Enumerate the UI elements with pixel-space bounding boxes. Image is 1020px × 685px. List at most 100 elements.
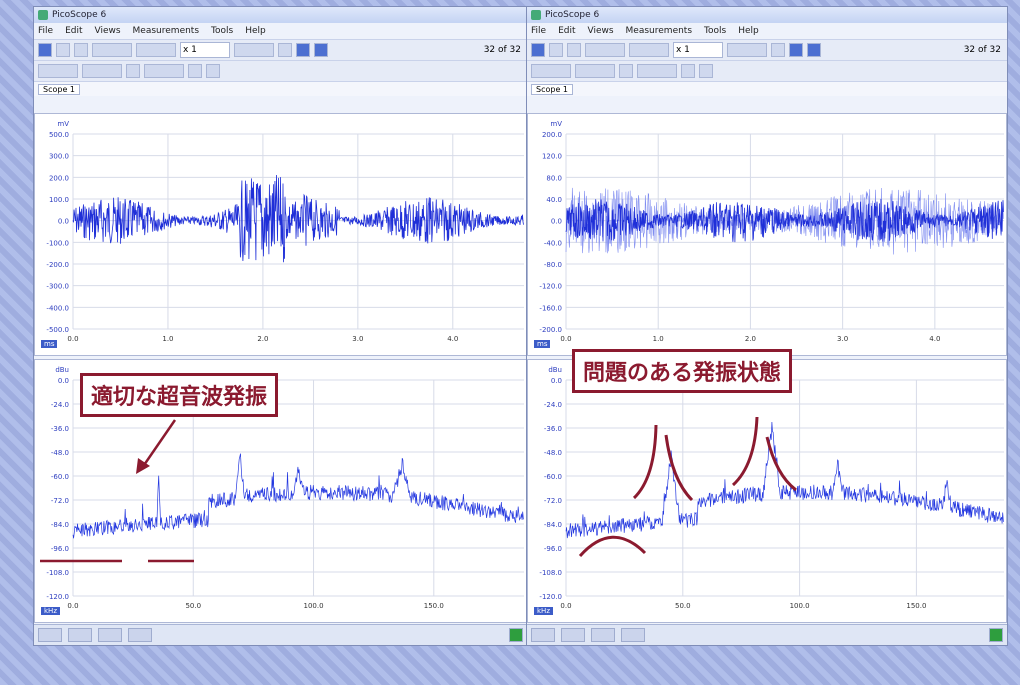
right-scope-y-tick-label: -160.0 <box>539 304 562 312</box>
right-scope-mode-icon[interactable] <box>531 43 545 57</box>
left-menu-views[interactable]: Views <box>94 26 121 36</box>
left-sigma-icon[interactable] <box>188 64 202 78</box>
right-spectrum-plot[interactable]: 0.0 -24.0 -36.0 -48.0 -60.0 -72.0 -84.0 -96.0 -1… <box>528 360 1008 622</box>
right-spectrum-x-tick-label: 0.0 <box>560 602 571 610</box>
right-zoom-select[interactable]: x 1 <box>673 42 723 58</box>
left-scope-x-tick-label: 1.0 <box>162 335 173 343</box>
left-scope-x-tick-label: 4.0 <box>447 335 458 343</box>
left-spectrum-y-tick-label: -84.0 <box>51 521 69 529</box>
right-buffer-nav-icon[interactable] <box>807 43 821 57</box>
left-trigger-select[interactable] <box>38 64 78 78</box>
left-spectrum-y-tick-label: -72.0 <box>51 497 69 505</box>
left-spectrum-y-unit-label: dBu <box>55 366 69 374</box>
right-spectrum-mode-icon[interactable] <box>549 43 563 57</box>
left-toolbar-1: x 1 32 of 32 <box>34 39 527 60</box>
right-spectrum-y-tick-label: -108.0 <box>539 569 562 577</box>
left-scope-y-tick-label: -300.0 <box>46 283 69 291</box>
left-menu-edit[interactable]: Edit <box>65 26 83 36</box>
left-menu-file[interactable]: File <box>38 26 54 36</box>
right-scope-trace-envelope <box>565 187 1004 255</box>
right-channel-select[interactable] <box>585 43 625 57</box>
right-status-rate[interactable] <box>561 628 585 642</box>
right-scope-y-unit-label: mV <box>550 120 562 128</box>
right-menu-views[interactable]: Views <box>587 26 614 36</box>
right-status-ruler[interactable] <box>531 628 555 642</box>
left-timebase-select[interactable] <box>234 43 274 57</box>
right-scope-y-tick-label: 120.0 <box>542 153 562 161</box>
right-scope-plot[interactable]: 200.0 120.0 80.0 40.0 0.0 -40.0 -80.0 -120.0 -16… <box>528 114 1008 355</box>
left-spectrum-panel: 0.0 -24.0 -36.0 -48.0 -60.0 -72.0 -84.0 -96.0 -1… <box>34 359 527 623</box>
right-scope-y-tick-label: -120.0 <box>539 283 562 291</box>
left-zoom-select[interactable]: x 1 <box>180 42 230 58</box>
right-sigma-icon[interactable] <box>681 64 695 78</box>
right-trigger-level[interactable] <box>575 64 615 78</box>
left-ruler-icon[interactable] <box>126 64 140 78</box>
left-measurement-icon[interactable] <box>206 64 220 78</box>
left-menu-tools[interactable]: Tools <box>211 26 234 36</box>
right-status-mode[interactable] <box>621 628 645 642</box>
right-scope-tab[interactable]: Scope 1 <box>531 83 574 95</box>
right-menu-file[interactable]: File <box>531 26 547 36</box>
left-menu-measurements[interactable]: Measurements <box>132 26 200 36</box>
left-status-ruler[interactable] <box>38 628 62 642</box>
right-scope-x-tick-label: 0.0 <box>560 335 571 343</box>
left-status-trigger[interactable] <box>98 628 122 642</box>
right-scope-x-tick-label: 4.0 <box>929 335 940 343</box>
right-scope-y-tick-label: 0.0 <box>551 218 562 226</box>
right-menu-bar: File Edit Views Measurements Tools Help <box>527 23 1007 39</box>
right-stop-icon[interactable] <box>789 43 803 57</box>
right-picoscope-window: PicoScope 6 File Edit Views Measurements… <box>526 6 1008 646</box>
left-status-rate[interactable] <box>68 628 92 642</box>
left-window-title: PicoScope 6 <box>52 10 107 20</box>
left-trigger-level[interactable] <box>82 64 122 78</box>
right-status-trigger[interactable] <box>591 628 615 642</box>
right-go-icon[interactable] <box>989 628 1003 642</box>
left-buffer-nav-icon[interactable] <box>314 43 328 57</box>
left-spectrum-plot[interactable]: 0.0 -24.0 -36.0 -48.0 -60.0 -72.0 -84.0 -96.0 -1… <box>35 360 528 622</box>
right-menu-measurements[interactable]: Measurements <box>625 26 693 36</box>
left-menu-help[interactable]: Help <box>245 26 266 36</box>
right-timebase-select[interactable] <box>727 43 767 57</box>
left-scope-tab[interactable]: Scope 1 <box>38 83 81 95</box>
right-spectrum-y-unit-label: dBu <box>548 366 562 374</box>
right-spectrum-y-tick-label: -120.0 <box>539 593 562 601</box>
right-scope-y-tick-label: -40.0 <box>544 239 562 247</box>
right-menu-help[interactable]: Help <box>738 26 759 36</box>
right-spectrum-y-tick-label: -48.0 <box>544 449 562 457</box>
left-persistence-icon[interactable] <box>74 43 88 57</box>
right-spectrum-x-tick-label: 50.0 <box>675 602 691 610</box>
left-scope-mode-icon[interactable] <box>38 43 52 57</box>
right-spectrum-x-tick-label: 100.0 <box>790 602 810 610</box>
right-spectrum-y-tick-label: -60.0 <box>544 473 562 481</box>
left-range-select[interactable] <box>136 43 176 57</box>
left-scope-y-tick-label: -400.0 <box>46 304 69 312</box>
left-stop-icon[interactable] <box>296 43 310 57</box>
right-ruler-icon[interactable] <box>619 64 633 78</box>
right-range-select[interactable] <box>629 43 669 57</box>
left-go-icon[interactable] <box>509 628 523 642</box>
right-run-icon[interactable] <box>771 43 785 57</box>
left-scope-y-tick-label: 300.0 <box>49 153 69 161</box>
left-run-icon[interactable] <box>278 43 292 57</box>
left-callout-label: 適切な超音波発振 <box>80 373 279 417</box>
right-menu-tools[interactable]: Tools <box>704 26 727 36</box>
left-spectrum-x-tick-label: 0.0 <box>67 602 78 610</box>
right-menu-edit[interactable]: Edit <box>558 26 576 36</box>
right-scope-x-tick-label: 2.0 <box>745 335 756 343</box>
left-scope-y-tick-label: -100.0 <box>46 239 69 247</box>
left-pre-trigger[interactable] <box>144 64 184 78</box>
right-status-bar <box>527 624 1007 645</box>
right-trigger-select[interactable] <box>531 64 571 78</box>
right-scope-x-tick-label: 1.0 <box>653 335 664 343</box>
left-channel-select[interactable] <box>92 43 132 57</box>
left-scope-y-tick-label: -500.0 <box>46 326 69 334</box>
left-status-bar <box>34 624 527 645</box>
left-spectrum-x-tick-label: 100.0 <box>304 602 324 610</box>
left-spectrum-mode-icon[interactable] <box>56 43 70 57</box>
left-status-mode[interactable] <box>128 628 152 642</box>
right-persistence-icon[interactable] <box>567 43 581 57</box>
left-menu-bar: File Edit Views Measurements Tools Help <box>34 23 527 39</box>
left-scope-plot[interactable]: 500.0 300.0 200.0 100.0 0.0 -100.0 -200.0 -300.… <box>35 114 528 355</box>
right-pre-trigger[interactable] <box>637 64 677 78</box>
right-measurement-icon[interactable] <box>699 64 713 78</box>
